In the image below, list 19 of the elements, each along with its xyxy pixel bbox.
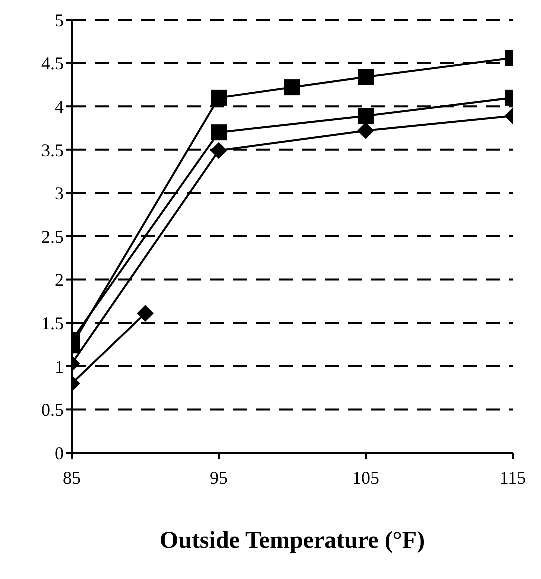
point xyxy=(211,90,227,106)
y-tick-label: 4.5 xyxy=(42,54,64,74)
x-axis-title: Outside Temperature (°F) xyxy=(160,528,426,554)
y-tick-label: 1.5 xyxy=(42,313,64,334)
y-tick-label: 0.5 xyxy=(42,400,64,420)
y-tick-label: 4 xyxy=(55,96,64,117)
y-tick-label: 3.5 xyxy=(42,140,64,160)
x-tick-label: 85 xyxy=(63,468,81,488)
y-tick-label: 2.5 xyxy=(42,226,64,247)
point xyxy=(358,69,374,86)
y-tick-label: 5 xyxy=(55,10,64,30)
y-tick-label: 2 xyxy=(55,270,64,290)
y-tick-label: 0 xyxy=(55,443,64,464)
x-tick-label: 115 xyxy=(500,468,526,488)
x-tick-label: 95 xyxy=(210,468,228,488)
y-tick-label: 3 xyxy=(55,184,64,204)
x-tick-label: 105 xyxy=(352,468,380,488)
point xyxy=(284,80,300,96)
y-tick-label: 1 xyxy=(55,356,64,377)
